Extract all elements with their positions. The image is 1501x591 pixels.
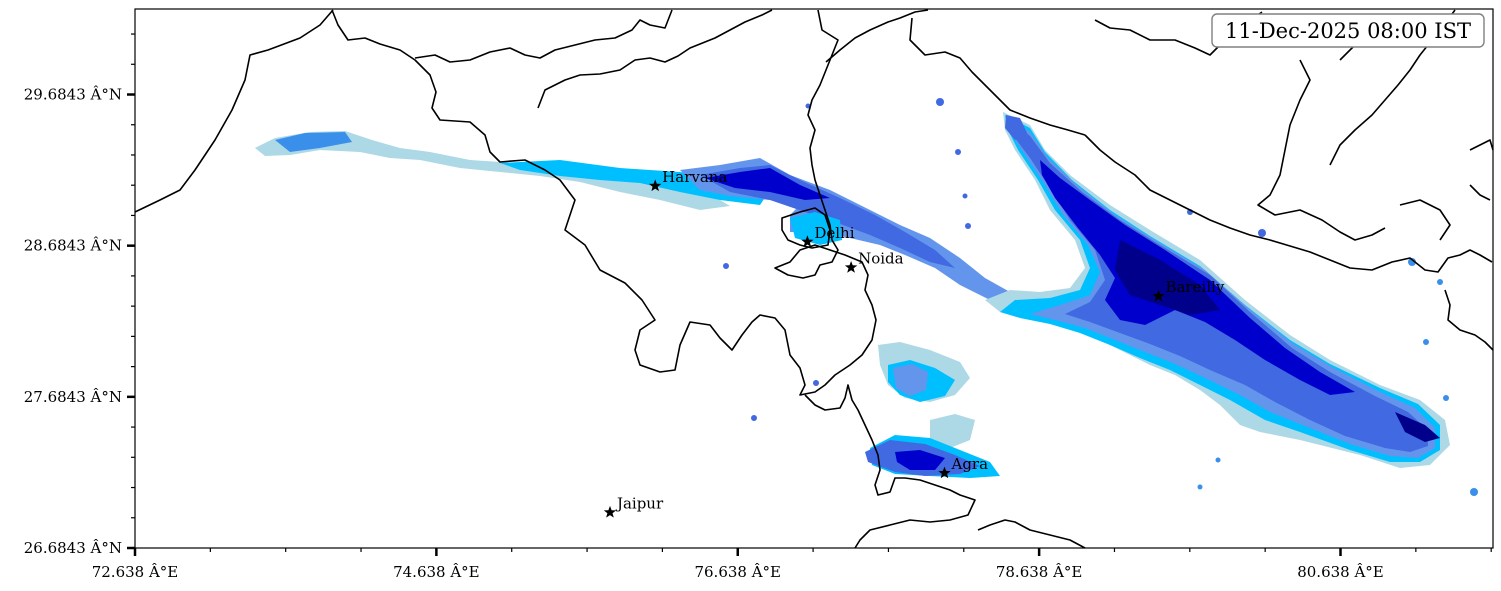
precip-cell xyxy=(1443,395,1449,401)
precip-central-medium xyxy=(705,168,830,200)
precip-mid-blue xyxy=(893,364,928,396)
boundary-delhi xyxy=(781,207,831,249)
precip-cell xyxy=(751,415,757,421)
x-tick-label: 72.638 Â°E xyxy=(92,563,179,581)
precip-cell xyxy=(965,223,971,229)
boundary-punjab xyxy=(414,9,673,63)
precip-cell xyxy=(1408,258,1416,266)
axis-ticks: 72.638 Â°E 74.638 Â°E 76.638 Â°E 78.638 Â°E… xyxy=(24,33,1492,581)
border-nepal xyxy=(1084,134,1493,273)
plot-frame xyxy=(134,8,1494,549)
precip-main-dark-2 xyxy=(1395,412,1440,442)
y-tick-label: 26.6843 Â°N xyxy=(24,539,122,557)
x-tick-label: 76.638 Â°E xyxy=(694,563,781,581)
boundary-uttarakhand xyxy=(825,9,1086,136)
precip-main-dark xyxy=(1115,240,1220,315)
city-star-icon xyxy=(938,466,951,479)
city-star-icon xyxy=(801,235,814,247)
timestamp-label: 11-Dec-2025 08:00 IST xyxy=(1225,19,1471,43)
precip-cell xyxy=(1258,229,1266,237)
boundary-nepal-inner xyxy=(1094,9,1494,241)
city-star-icon xyxy=(649,179,662,192)
city-label: Agra xyxy=(950,455,988,473)
city-label: Bareilly xyxy=(1165,278,1224,296)
precip-agra-light xyxy=(930,414,975,448)
precip-cell xyxy=(936,98,944,106)
boundary-north xyxy=(537,9,773,109)
precip-north-cell xyxy=(1005,115,1028,140)
map-background xyxy=(135,9,1493,548)
precip-cell xyxy=(1470,488,1478,496)
precip-west-light xyxy=(255,131,730,210)
city-label: Delhi xyxy=(814,224,854,242)
y-tick-label: 29.6843 Â°N xyxy=(24,86,122,104)
city-star-icon xyxy=(1152,289,1165,302)
precip-west-blue xyxy=(275,132,352,152)
precip-cell xyxy=(962,193,968,199)
boundary-east xyxy=(1444,289,1494,351)
city-star-icon xyxy=(603,505,617,518)
x-tick-label: 78.638 Â°E xyxy=(996,563,1083,581)
precipitation-layer xyxy=(255,98,1478,496)
y-tick-label: 28.6843 Â°N xyxy=(24,237,122,255)
precip-west-cyan xyxy=(500,160,770,205)
timestamp-frame xyxy=(1211,13,1485,48)
y-tick-label: 27.6843 Â°N xyxy=(24,388,122,406)
boundaries-layer xyxy=(134,9,1494,549)
timestamp-box: 11-Dec-2025 08:00 IST xyxy=(1211,13,1485,48)
boundary-haryana-rajasthan xyxy=(331,9,877,396)
precip-main-royal xyxy=(1012,122,1428,452)
city-star-icon xyxy=(844,261,858,273)
city-label: Noida xyxy=(858,249,904,267)
precip-cell xyxy=(1437,279,1443,285)
x-tick-label: 80.638 Â°E xyxy=(1297,563,1384,581)
x-tick-label: 74.638 Â°E xyxy=(393,563,480,581)
boundary-up-rajasthan xyxy=(804,384,976,549)
precip-cell xyxy=(723,263,729,269)
precip-cell xyxy=(1215,457,1221,463)
precip-cell xyxy=(1423,339,1429,345)
precip-agra-medium xyxy=(895,450,945,470)
precip-main-medium xyxy=(1040,160,1355,395)
boundary-south xyxy=(977,519,1086,549)
precip-cell xyxy=(1197,484,1203,490)
city-label: Jaipur xyxy=(615,494,664,512)
city-label: Harvana xyxy=(662,168,727,186)
border-west xyxy=(134,9,334,213)
precip-cell xyxy=(813,380,819,386)
precip-cell xyxy=(955,149,961,155)
